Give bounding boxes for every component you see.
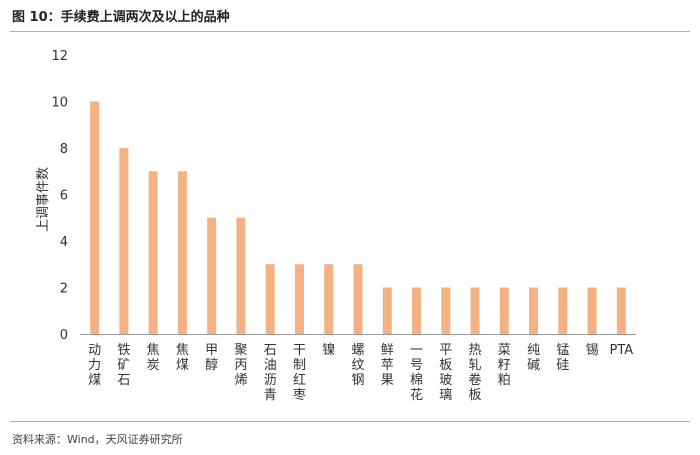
x-tick-label: 螺纹钢	[351, 343, 364, 388]
bar	[119, 148, 129, 334]
x-tick-label: 锰硅	[556, 343, 569, 373]
bar	[177, 171, 187, 334]
x-tick-label: 甲醇	[205, 343, 218, 373]
bar	[441, 287, 451, 334]
bar	[470, 287, 480, 334]
y-tick-label: 6	[60, 189, 68, 204]
x-tick-label: 石油沥青	[264, 343, 277, 403]
x-tick-label: 镍	[322, 343, 335, 358]
y-tick-label: 10	[51, 96, 68, 111]
y-tick-label: 2	[60, 282, 68, 297]
x-tick-label: 干制红枣	[293, 343, 306, 403]
x-tick-label: 焦煤	[176, 343, 189, 373]
x-tick-label: 焦炭	[147, 343, 160, 373]
bar	[616, 287, 626, 334]
figure-title: 图 10：手续费上调两次及以上的品种	[12, 10, 230, 25]
bar	[529, 287, 539, 334]
bar	[148, 171, 158, 334]
x-tick-label: 锡	[586, 343, 599, 358]
x-tick-label: 聚丙烯	[234, 343, 247, 388]
bar	[353, 264, 363, 334]
top-divider	[10, 31, 690, 32]
bar	[324, 264, 334, 334]
bar	[207, 217, 217, 334]
x-tick-label: 菜籽粕	[498, 343, 511, 388]
bar	[382, 287, 392, 334]
y-tick-label: 8	[60, 142, 68, 157]
x-tick-label: 鲜苹果	[381, 343, 394, 388]
bottom-divider	[10, 421, 690, 422]
y-axis-title: 上调事件数	[36, 167, 51, 232]
y-tick-label: 12	[51, 49, 68, 64]
bar	[294, 264, 304, 334]
x-tick-label: 热轧卷板	[469, 343, 482, 403]
x-tick-label: 纯碱	[527, 343, 540, 373]
bar	[236, 217, 246, 334]
bar	[587, 287, 597, 334]
y-tick-label: 0	[60, 328, 68, 343]
source-note: 资料来源：Wind，天风证券研究所	[12, 433, 183, 446]
bar	[558, 287, 568, 334]
y-tick-label: 4	[60, 235, 68, 250]
x-tick-label: PTA	[610, 343, 634, 358]
x-tick-label: 动力煤	[88, 343, 101, 388]
x-tick-label: 平板玻璃	[439, 343, 452, 403]
bar	[412, 287, 422, 334]
x-tick-label: 铁矿石	[117, 343, 130, 388]
x-tick-label: 一号棉花	[410, 343, 423, 403]
bar	[499, 287, 509, 334]
bar	[90, 101, 100, 334]
bar	[265, 264, 275, 334]
